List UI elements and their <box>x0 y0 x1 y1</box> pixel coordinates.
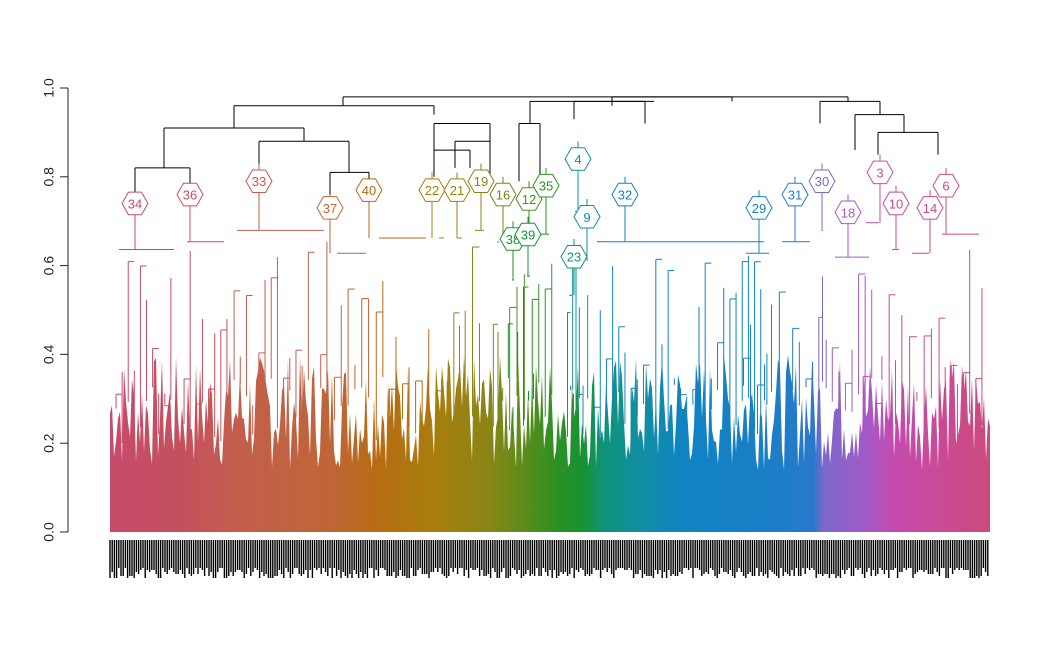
cluster-label-text: 16 <box>496 188 510 203</box>
cluster-label-hexagon <box>866 160 894 185</box>
y-tick-label: 0.2 <box>41 433 57 453</box>
y-tick-label: 0.8 <box>41 167 57 187</box>
cluster-label-hexagon <box>532 173 560 198</box>
cluster-label-text: 37 <box>323 201 337 216</box>
cluster-label-hexagon <box>245 169 273 193</box>
y-axis: 0.0 0.2 0.4 0.6 0.8 1.0 <box>41 78 69 542</box>
cluster-label-text: 34 <box>128 196 142 211</box>
cluster-label-text: 23 <box>567 250 581 265</box>
cluster-label-hexagon <box>316 196 344 220</box>
cluster-label-text: 33 <box>252 174 266 189</box>
cluster-label-hexagon <box>834 200 862 225</box>
cluster-label-hexagon <box>418 178 446 202</box>
leaf-area <box>110 355 990 532</box>
y-tick-label: 0.0 <box>41 522 57 542</box>
cluster-label-hexagon <box>916 196 944 220</box>
cluster-label-text: 18 <box>841 205 855 220</box>
cluster-label-hexagon <box>745 196 773 220</box>
cluster-label-hexagon <box>560 244 588 269</box>
cluster-label-text: 35 <box>539 179 553 194</box>
cluster-label-hexagon <box>573 205 601 229</box>
cluster-label-text: 30 <box>815 174 829 189</box>
cluster-label-text: 19 <box>474 174 488 189</box>
x-axis-leaf-labels <box>109 540 989 578</box>
cluster-label-text: 9 <box>583 210 590 225</box>
cluster-label-text: 22 <box>425 183 439 198</box>
cluster-label-text: 3 <box>876 165 883 180</box>
cluster-label-text: 39 <box>521 228 535 243</box>
cluster-label-text: 10 <box>889 196 903 211</box>
leaf-gradient-area <box>110 355 990 532</box>
cluster-label-text: 6 <box>942 179 949 194</box>
y-tick-label: 0.6 <box>41 256 57 276</box>
cluster-label-hexagon <box>781 182 809 207</box>
cluster-label-text: 31 <box>788 188 802 203</box>
cluster-label-hexagon <box>882 191 910 216</box>
cluster-label-text: 32 <box>618 188 632 203</box>
cluster-label-hexagon <box>121 191 149 216</box>
cluster-label-hexagon <box>176 182 204 207</box>
cluster-label-hexagon <box>514 222 542 247</box>
y-tick-label: 0.4 <box>41 344 57 364</box>
cluster-label-hexagon <box>489 182 517 207</box>
dendrogram-branches <box>115 96 983 443</box>
cluster-label-hexagon <box>564 147 592 171</box>
cluster-label-hexagon <box>611 182 639 207</box>
cluster-label-text: 4 <box>574 152 581 167</box>
cluster-label-hexagon <box>808 169 836 193</box>
cluster-label-text: 40 <box>362 183 376 198</box>
cluster-label-hexagon <box>355 178 383 202</box>
cluster-label-hexagon <box>932 173 960 198</box>
cluster-label-text: 12 <box>522 192 536 207</box>
cluster-label-text: 14 <box>923 201 937 216</box>
cluster-label-hexagon <box>443 178 471 202</box>
cluster-label-text: 36 <box>183 188 197 203</box>
cluster-label-text: 29 <box>752 201 766 216</box>
cluster-label-hexagon <box>467 169 495 193</box>
cluster-label-text: 21 <box>450 183 464 198</box>
y-tick-label: 1.0 <box>41 78 57 98</box>
